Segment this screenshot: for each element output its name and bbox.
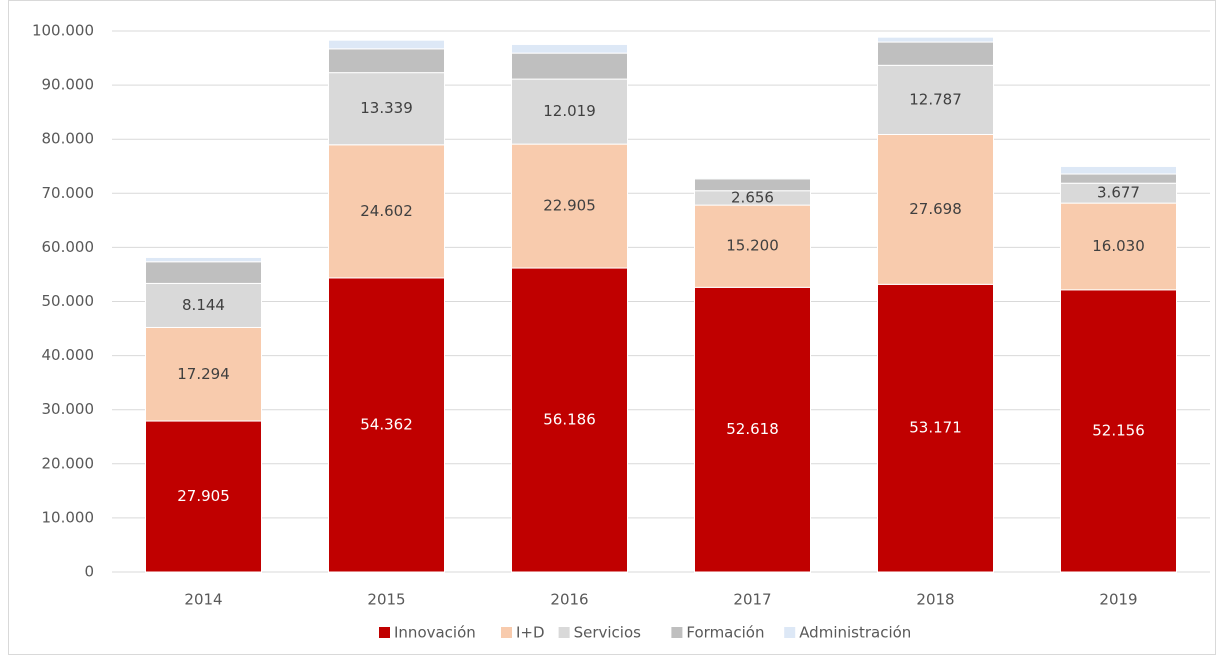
data-label: 13.339	[360, 99, 413, 117]
bar-segment	[1060, 165, 1177, 175]
legend-label: I+D	[516, 624, 545, 642]
data-label: 12.787	[909, 90, 962, 108]
data-label: 22.905	[543, 197, 596, 215]
bar-segment	[145, 326, 262, 422]
data-label: 52.618	[726, 420, 779, 438]
legend-swatch	[501, 627, 512, 638]
bar-segment	[1060, 202, 1177, 291]
bar-segment	[877, 283, 994, 573]
data-label: 16.030	[1092, 237, 1145, 255]
y-tick-label: 90.000	[42, 76, 95, 94]
legend-label: Innovación	[394, 624, 476, 642]
legend-swatch	[784, 627, 796, 638]
x-tick-label: 2018	[916, 591, 954, 609]
y-tick-label: 100.000	[32, 22, 94, 40]
data-label: 53.171	[909, 419, 962, 437]
bar-segment	[511, 78, 628, 145]
legend-swatch	[558, 627, 570, 638]
bar-segment	[328, 39, 445, 50]
legend-swatch	[379, 627, 390, 638]
bar-segment	[877, 64, 994, 135]
bar-segment	[877, 41, 994, 66]
data-label: 56.186	[543, 411, 596, 429]
x-tick-label: 2015	[367, 591, 405, 609]
bar-segment	[694, 178, 811, 192]
bar-segment	[328, 48, 445, 74]
data-label: 15.200	[726, 237, 779, 255]
y-tick-label: 30.000	[42, 400, 95, 418]
bar-segment	[694, 204, 811, 288]
bar-segment	[694, 177, 811, 180]
bar-segment	[511, 43, 628, 54]
data-label: 52.156	[1092, 421, 1145, 439]
data-label: 12.019	[543, 102, 596, 120]
bar-segment	[511, 52, 628, 80]
legend-label: Servicios	[574, 624, 642, 642]
bar-segment	[877, 36, 994, 43]
bar-segment	[1060, 289, 1177, 573]
bar-segment	[328, 72, 445, 146]
data-label: 24.602	[360, 202, 413, 220]
x-tick-label: 2019	[1099, 591, 1137, 609]
data-label: 2.656	[731, 188, 774, 206]
bar-segment	[1060, 173, 1177, 184]
data-label: 8.144	[182, 296, 225, 314]
bar-segment	[145, 420, 262, 573]
x-tick-label: 2014	[184, 591, 222, 609]
bar-segment	[511, 143, 628, 269]
data-label: 17.294	[177, 365, 230, 383]
y-tick-label: 80.000	[42, 130, 95, 148]
data-label: 27.698	[909, 200, 962, 218]
y-tick-label: 40.000	[42, 346, 95, 364]
legend-swatch	[671, 627, 683, 638]
y-tick-label: 50.000	[42, 292, 95, 310]
legend-label: Formación	[686, 624, 764, 642]
bar-segment	[328, 277, 445, 573]
bar-segment	[145, 282, 262, 328]
legend-label: Administración	[799, 624, 911, 642]
data-label: 3.677	[1097, 184, 1140, 202]
y-tick-label: 20.000	[42, 454, 95, 472]
data-label: 27.905	[177, 487, 230, 505]
bar-segment	[145, 261, 262, 284]
bar-segment	[694, 286, 811, 573]
y-tick-label: 70.000	[42, 184, 95, 202]
y-tick-label: 60.000	[42, 238, 95, 256]
bar-segment	[877, 133, 994, 285]
x-tick-label: 2017	[733, 591, 771, 609]
x-tick-label: 2016	[550, 591, 588, 609]
bar-segment	[145, 256, 262, 263]
data-label: 54.362	[360, 415, 413, 433]
y-tick-label: 0	[84, 563, 94, 581]
bar-segment	[328, 144, 445, 279]
bar-segment	[511, 267, 628, 573]
y-tick-label: 10.000	[42, 508, 95, 526]
